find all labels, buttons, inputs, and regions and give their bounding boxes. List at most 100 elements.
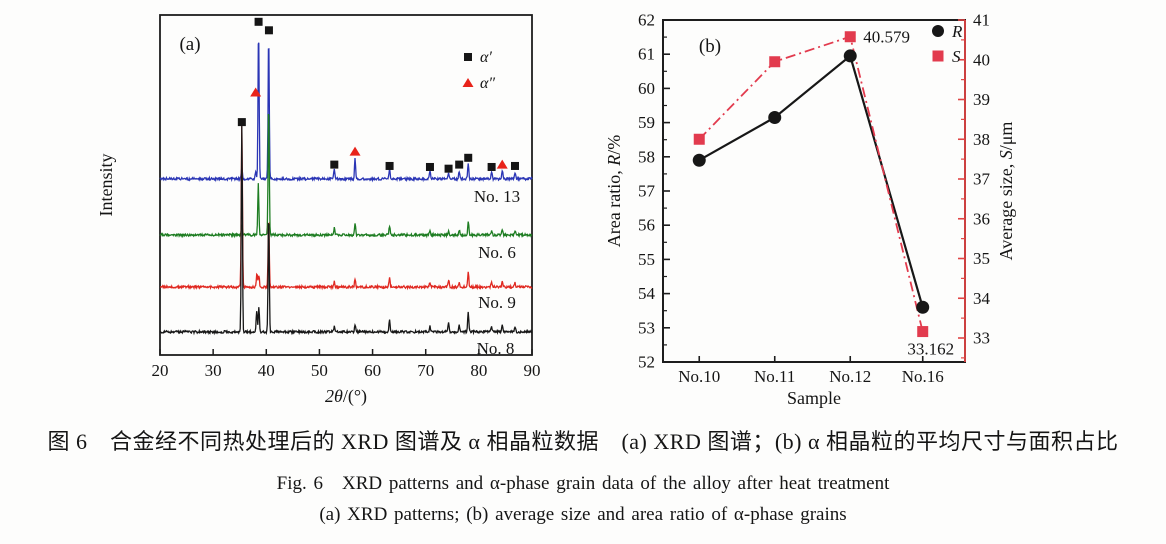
svg-shape: 40: [973, 50, 990, 69]
alpha-prime-marker: [385, 161, 394, 170]
s-data-point: [917, 326, 929, 338]
s-data-point: [844, 31, 856, 43]
xrd-plot-frame: [159, 14, 533, 356]
legend-square-marker: [932, 50, 944, 62]
right-tick-label: 34: [973, 289, 991, 308]
svg-shape: α′: [480, 49, 492, 66]
left-tick-label: 52: [638, 353, 655, 372]
svg-shape: 33.162: [907, 340, 954, 359]
x-tick-label: 80: [470, 361, 487, 380]
svg-shape: 41: [973, 11, 990, 30]
sample-label: No. 6: [478, 243, 516, 262]
figure-caption: 图 6 合金经不同热处理后的 XRD 图谱及 α 相晶粒数据 (a) XRD 图…: [0, 428, 1166, 526]
x-tick-label: No.10: [678, 367, 720, 386]
s-data-point: [769, 56, 781, 68]
left-tick-label: 53: [638, 318, 655, 337]
alpha-prime-marker: [264, 26, 273, 35]
x-tick-label: 50: [311, 361, 328, 380]
svg-shape: 39: [973, 90, 990, 109]
caption-chinese: 图 6 合金经不同热处理后的 XRD 图谱及 α 相晶粒数据 (a) XRD 图…: [47, 429, 1119, 454]
xrd-curve-no-6: [159, 113, 533, 239]
svg-shape: S: [952, 47, 961, 66]
x-tick-label: 20: [152, 361, 169, 380]
svg-shape: 20: [152, 361, 169, 380]
svg-shape: No.12: [829, 367, 871, 386]
svg-shape: 52: [638, 353, 655, 372]
legend-triangle-marker: [462, 78, 474, 87]
svg-shape: 60: [364, 361, 381, 380]
alpha-prime-marker: [330, 160, 339, 169]
x-tick-label: 30: [205, 361, 222, 380]
right-tick-label: 33: [973, 329, 990, 348]
grain-chart: 52 53 54 55 56 57 58 59 60 61 62 33 34 35 36 37 38 39 40 41…: [604, 11, 1016, 409]
svg-shape: 70: [417, 361, 434, 380]
r-data-point: [692, 153, 706, 167]
caption-english: Fig. 6 XRD patterns and α-phase grain da…: [276, 473, 890, 494]
legend-label: S: [952, 47, 961, 66]
right-tick-label: 38: [973, 130, 990, 149]
legend-label: α″: [480, 75, 495, 92]
svg-shape: 57: [638, 182, 656, 201]
left-tick-label: 58: [638, 147, 655, 166]
legend-label: R: [951, 22, 963, 41]
r-data-point: [916, 300, 930, 314]
alpha-double-prime-marker: [349, 146, 361, 156]
annotation-40.579: 40.579: [863, 28, 910, 47]
svg-shape: S: [996, 150, 1016, 159]
svg-shape: Area ratio,: [604, 166, 624, 247]
xrd-curve-no-8: [159, 125, 533, 336]
caption-subtitle: (a) XRD patterns; (b) average size and a…: [319, 504, 847, 525]
panel-b-label: (b): [699, 36, 721, 57]
left-tick-label: 56: [638, 216, 655, 235]
x-tick-label: 60: [364, 361, 381, 380]
legend-label: α′: [480, 49, 492, 66]
x-tick-label: 90: [524, 361, 541, 380]
sample-label: No. 13: [474, 187, 520, 206]
svg-shape: /%: [604, 135, 624, 155]
svg-shape: 61: [638, 45, 655, 64]
alpha-prime-marker: [425, 162, 434, 171]
legend-square-marker: [464, 53, 472, 61]
left-tick-label: 60: [638, 79, 655, 98]
svg-shape: 33: [973, 329, 990, 348]
x-tick-label: No.16: [902, 367, 944, 386]
y-axis-title: Intensity: [96, 154, 116, 217]
svg-shape: No. 6: [478, 243, 516, 262]
svg-shape: 58: [638, 147, 655, 166]
svg-shape: 60: [638, 79, 655, 98]
svg-shape: No. 8: [477, 339, 515, 358]
svg-shape: 34: [973, 289, 991, 308]
s-data-point: [693, 133, 705, 145]
svg-shape: Average size,: [996, 159, 1016, 260]
svg-shape: No. 9: [478, 293, 516, 312]
svg-shape: 40: [258, 361, 275, 380]
svg-shape: 80: [470, 361, 487, 380]
right-axis-title: Average size, S/μm: [996, 122, 1016, 261]
alpha-prime-marker: [464, 153, 473, 162]
xrd-chart: 20 30 40 50 60 70 80 90 2θ/(°) Intensity (a) No. 13…: [96, 14, 541, 407]
svg-shape: 50: [311, 361, 328, 380]
svg-shape: 90: [524, 361, 541, 380]
left-tick-label: 61: [638, 45, 655, 64]
alpha-double-prime-marker: [250, 87, 262, 97]
right-tick-label: 39: [973, 90, 990, 109]
left-tick-label: 59: [638, 113, 655, 132]
alpha-prime-marker: [237, 118, 246, 127]
right-tick-label: 36: [973, 209, 990, 228]
xrd-curve-no-9: [159, 125, 533, 291]
alpha-prime-marker: [510, 161, 519, 170]
svg-shape: 40.579: [863, 28, 910, 47]
svg-shape: 38: [973, 130, 990, 149]
x-tick-label: 70: [417, 361, 434, 380]
svg-shape: 53: [638, 318, 655, 337]
right-tick-label: 40: [973, 50, 990, 69]
svg-shape: No.11: [754, 367, 795, 386]
svg-shape: R: [604, 155, 624, 167]
panel-a-label: (a): [179, 34, 200, 55]
svg-shape: 30: [205, 361, 222, 380]
annotation-33.162: 33.162: [907, 340, 954, 359]
sample-label: No. 8: [477, 339, 515, 358]
r-data-point: [768, 110, 782, 124]
svg-shape: 55: [638, 250, 655, 269]
right-tick-label: 41: [973, 11, 990, 30]
